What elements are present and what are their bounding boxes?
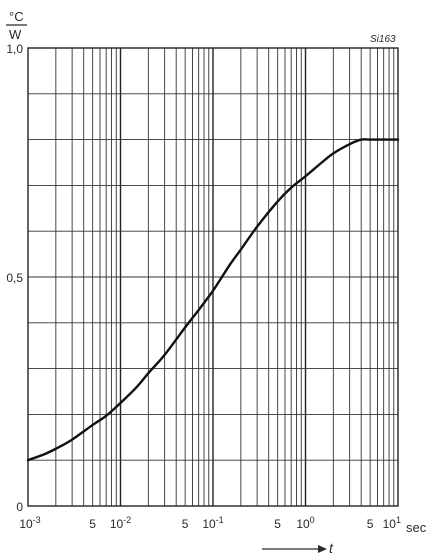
y-tick-label: 1,0: [6, 42, 23, 56]
x-tick-label: 5: [89, 517, 96, 531]
x-tick-label: 100: [296, 515, 314, 531]
y-unit-numerator: °C: [9, 9, 24, 24]
x-tick-label: 10-3: [19, 515, 40, 531]
y-tick-labels: 0 0,5 1,0: [6, 42, 23, 514]
y-tick-label: 0,5: [6, 271, 23, 285]
x-unit-label: sec: [406, 520, 427, 535]
x-tick-labels: 10-3 5 10-2 5 10-1 5 100 5 101: [19, 515, 401, 531]
figure-id: Si163: [370, 34, 396, 45]
x-tick-label: 10-2: [110, 515, 131, 531]
thermal-impedance-curve: [26, 138, 400, 462]
x-tick-label: 5: [182, 517, 189, 531]
x-tick-label: 101: [383, 515, 401, 531]
x-axis-label: t: [329, 540, 334, 556]
grid: [28, 48, 398, 506]
x-tick-label: 5: [274, 517, 281, 531]
x-axis-arrowhead: [318, 545, 327, 553]
y-unit-denominator: W: [9, 27, 22, 42]
y-tick-label: 0: [16, 500, 23, 514]
x-tick-label: 10-1: [202, 515, 223, 531]
plot-frame: [27, 47, 399, 507]
curve-layer: [26, 138, 400, 462]
x-tick-label: 5: [367, 517, 374, 531]
